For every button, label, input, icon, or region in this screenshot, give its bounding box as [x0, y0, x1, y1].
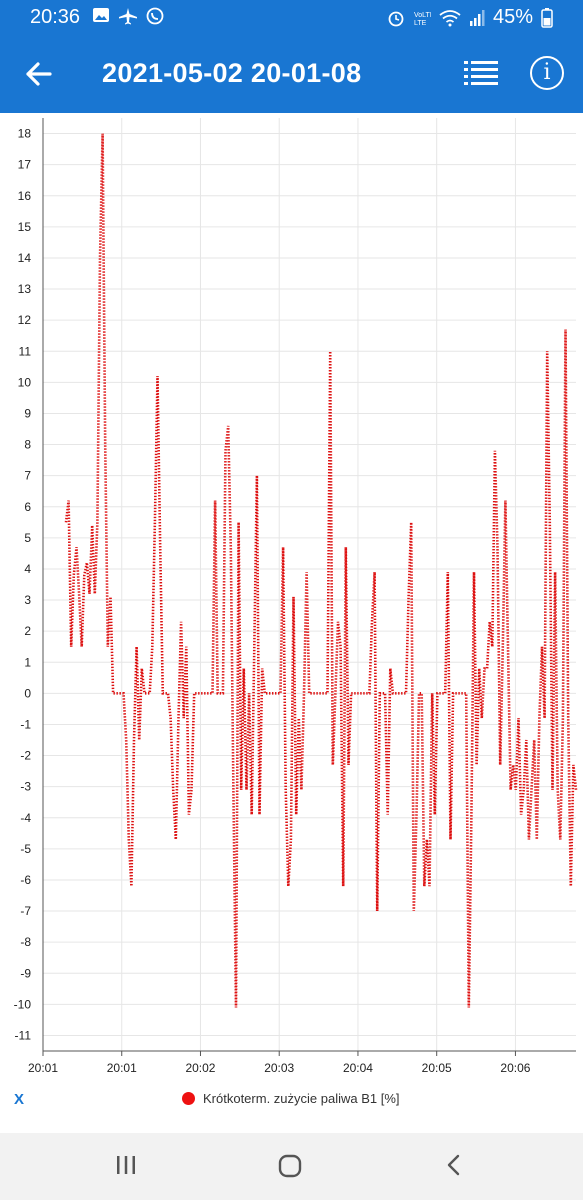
fuel-trim-chart[interactable]: 1817161514131211109876543210-1-2-3-4-5-6…	[0, 113, 583, 1083]
y-tick-label: -10	[14, 997, 32, 1011]
home-icon	[278, 1154, 302, 1178]
battery-percentage: 45%	[492, 6, 533, 28]
back-arrow-icon	[26, 62, 52, 86]
battery-icon	[541, 7, 553, 28]
y-tick-label: 1	[24, 655, 31, 669]
back-icon	[447, 1154, 460, 1176]
y-tick-label: -11	[15, 1028, 32, 1042]
y-tick-label: 18	[18, 127, 32, 141]
y-tick-label: -8	[20, 935, 31, 949]
y-tick-label: 16	[18, 189, 32, 203]
y-tick-label: 8	[24, 438, 31, 452]
x-tick-label: 20:01	[28, 1061, 58, 1075]
y-tick-label: -7	[20, 904, 31, 918]
y-tick-label: 4	[24, 562, 31, 576]
info-icon: i	[543, 60, 551, 85]
y-tick-label: 7	[24, 469, 31, 483]
y-tick-label: 11	[19, 344, 32, 358]
legend-label: Krótkoterm. zużycie paliwa B1 [%]	[203, 1091, 400, 1106]
recents-button[interactable]	[114, 1153, 138, 1182]
y-tick-label: 6	[24, 500, 31, 514]
system-back-button[interactable]	[442, 1153, 466, 1182]
back-button[interactable]	[22, 56, 58, 92]
y-tick-label: 10	[18, 375, 32, 389]
wifi-icon	[439, 9, 461, 26]
signal-icon	[469, 9, 485, 26]
x-tick-label: 20:06	[500, 1061, 530, 1075]
svg-text:LTE: LTE	[414, 20, 427, 27]
app-bar: 2021-05-02 20-01-08 i	[0, 36, 583, 113]
y-tick-label: 9	[24, 406, 31, 420]
x-tick-label: 20:03	[264, 1061, 294, 1075]
y-tick-label: 17	[18, 158, 32, 172]
x-tick-label: 20:04	[343, 1061, 373, 1075]
x-tick-label: 20:02	[185, 1061, 215, 1075]
y-tick-label: -6	[20, 873, 31, 887]
y-tick-label: -1	[20, 717, 31, 731]
y-tick-label: 0	[24, 686, 31, 700]
airplane-icon	[119, 8, 137, 25]
recents-icon	[117, 1156, 135, 1174]
svg-text:VoLTE: VoLTE	[414, 12, 431, 19]
legend-color-dot	[182, 1092, 195, 1105]
y-tick-label: -4	[20, 811, 31, 825]
navigation-bar	[0, 1133, 583, 1200]
y-tick-label: 2	[24, 624, 31, 638]
y-tick-label: 5	[24, 531, 31, 545]
series-line	[64, 133, 578, 1008]
list-button[interactable]	[462, 56, 500, 92]
y-tick-label: 12	[18, 313, 32, 327]
status-bar: 20:36 VoLTELTE 45%	[0, 0, 583, 36]
y-tick-label: 13	[18, 282, 32, 296]
x-tick-label: 20:05	[422, 1061, 452, 1075]
page-title: 2021-05-02 20-01-08	[102, 58, 362, 88]
status-time: 20:36	[30, 6, 81, 28]
y-tick-label: 14	[18, 251, 32, 265]
chart-legend: Krótkoterm. zużycie paliwa B1 [%]	[182, 1091, 400, 1106]
alarm-icon	[388, 11, 404, 26]
volte-icon: VoLTELTE	[414, 12, 431, 27]
zoom-reset-button[interactable]: X	[14, 1091, 25, 1108]
y-tick-label: -9	[20, 966, 31, 980]
y-tick-label: 3	[24, 593, 31, 607]
status-left-icons	[92, 7, 164, 25]
whatsapp-icon	[146, 7, 164, 25]
list-icon	[464, 61, 498, 85]
status-right-icons: VoLTELTE 45%	[387, 6, 553, 29]
chart-area[interactable]: 18 17 16 15 14 13 12 11 10 9 8 7 6 5 4 3 2 1 0 -1 -2 -3 -4 -5 -6…	[0, 113, 583, 1133]
x-tick-label: 20:01	[107, 1061, 137, 1075]
image-icon	[93, 8, 109, 22]
info-button[interactable]: i	[530, 56, 564, 90]
y-tick-label: -3	[20, 780, 31, 794]
y-tick-label: 15	[18, 220, 32, 234]
y-tick-label: -5	[20, 842, 31, 856]
y-tick-label: -2	[20, 749, 31, 763]
home-button[interactable]	[277, 1153, 303, 1184]
